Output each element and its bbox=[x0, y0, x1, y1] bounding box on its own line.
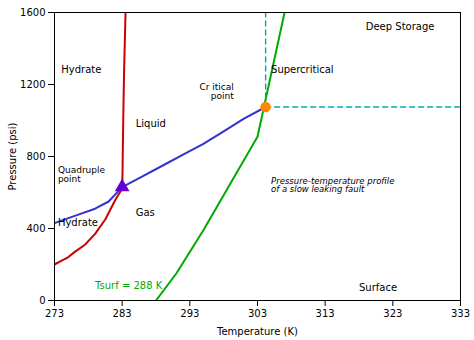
svg-text:Pressure (psi): Pressure (psi) bbox=[7, 122, 18, 190]
svg-text:Surface: Surface bbox=[359, 282, 397, 293]
svg-text:303: 303 bbox=[248, 308, 267, 319]
svg-text:400: 400 bbox=[26, 223, 45, 234]
svg-text:283: 283 bbox=[113, 308, 132, 319]
svg-text:Gas: Gas bbox=[136, 207, 155, 218]
svg-text:1200: 1200 bbox=[20, 79, 45, 90]
svg-text:Tsurf = 288 K: Tsurf = 288 K bbox=[94, 280, 163, 291]
svg-text:Hydrate: Hydrate bbox=[61, 64, 101, 75]
svg-text:293: 293 bbox=[180, 308, 199, 319]
svg-text:323: 323 bbox=[383, 308, 402, 319]
svg-text:333: 333 bbox=[451, 308, 470, 319]
svg-text:Liquid: Liquid bbox=[136, 118, 166, 129]
svg-text:Pressure-temperature profileof: Pressure-temperature profileof a slow le… bbox=[271, 176, 394, 195]
svg-text:Cr iticalpoint: Cr iticalpoint bbox=[199, 82, 234, 101]
svg-text:800: 800 bbox=[26, 151, 45, 162]
svg-text:Deep Storage: Deep Storage bbox=[366, 21, 435, 32]
svg-text:0: 0 bbox=[39, 295, 45, 306]
svg-text:Quadruplepoint: Quadruplepoint bbox=[58, 165, 106, 184]
svg-text:Supercritical: Supercritical bbox=[271, 64, 334, 75]
svg-text:1600: 1600 bbox=[20, 7, 45, 18]
svg-text:273: 273 bbox=[45, 308, 64, 319]
svg-text:Temperature (K): Temperature (K) bbox=[216, 326, 298, 337]
svg-text:Hydrate: Hydrate bbox=[58, 217, 98, 228]
svg-text:313: 313 bbox=[316, 308, 335, 319]
